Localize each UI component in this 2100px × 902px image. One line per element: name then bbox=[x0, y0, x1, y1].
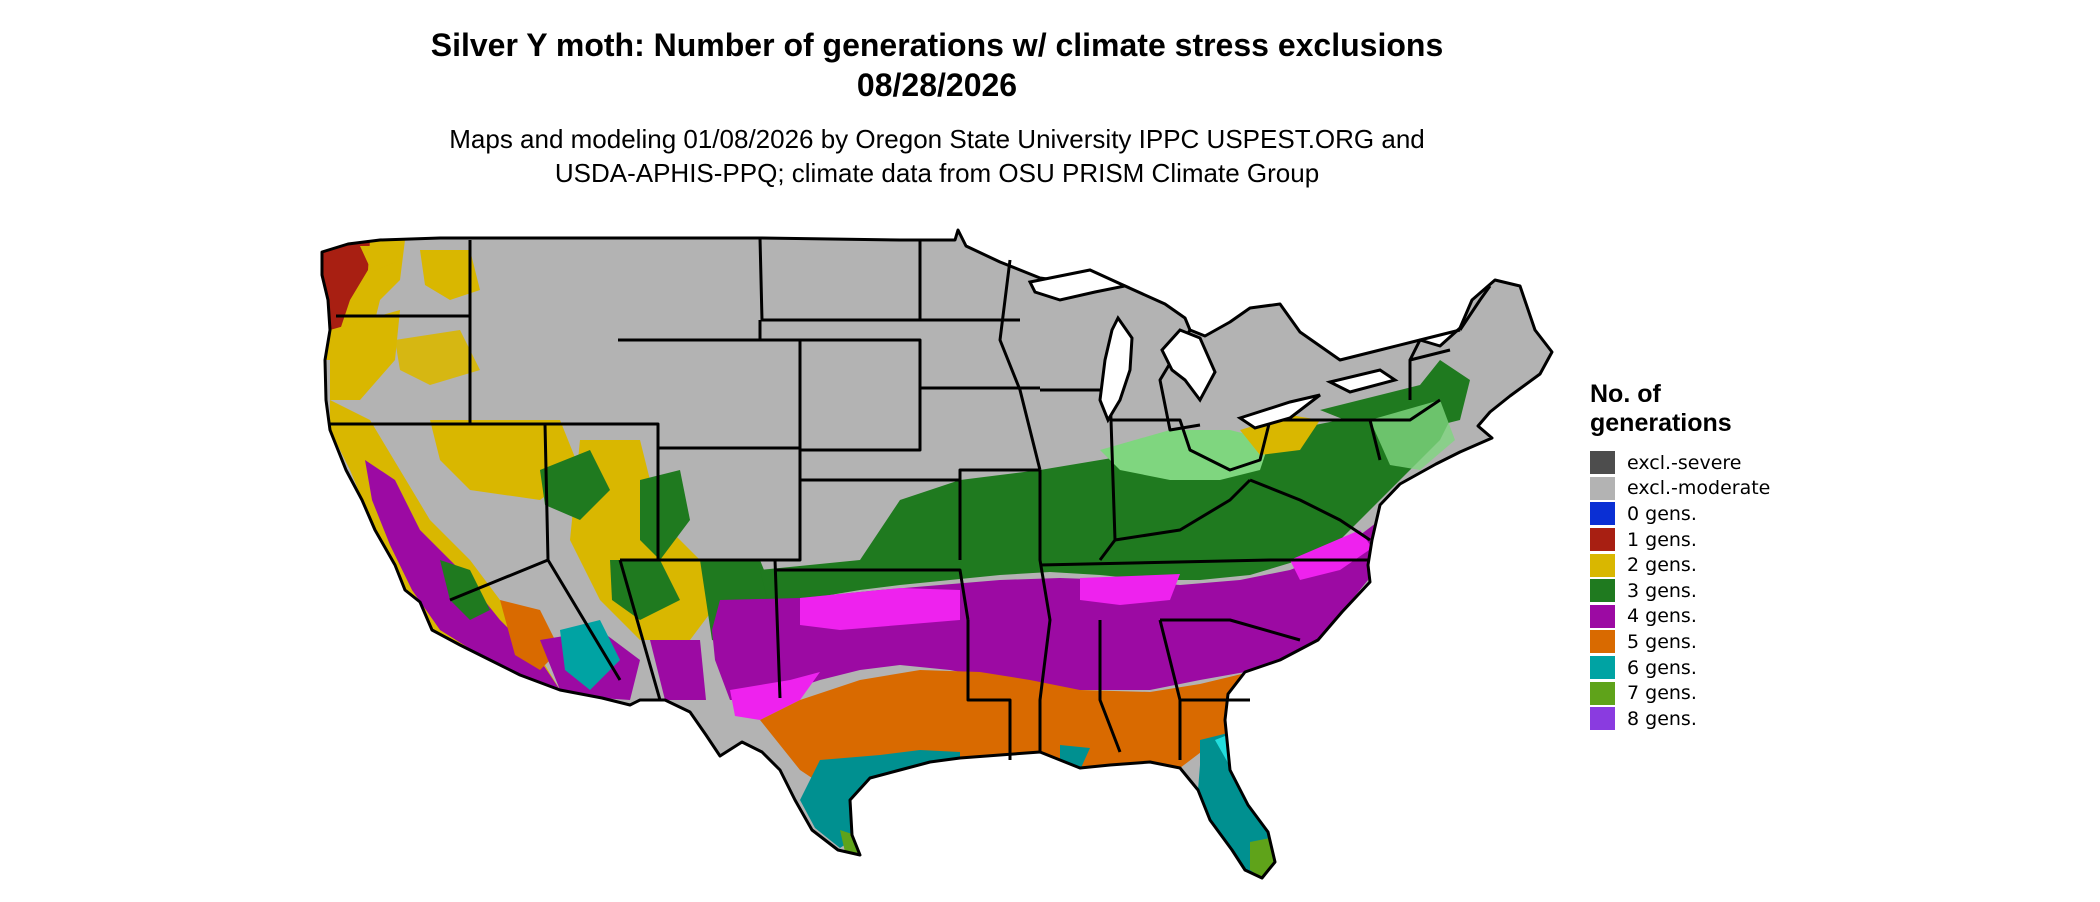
legend-swatch bbox=[1590, 502, 1615, 526]
legend-swatch bbox=[1590, 528, 1615, 552]
legend-label: 0 gens. bbox=[1627, 502, 1697, 525]
map-title: Silver Y moth: Number of generations w/ … bbox=[430, 27, 1444, 63]
legend-swatch bbox=[1590, 681, 1615, 705]
legend-label: 6 gens. bbox=[1627, 656, 1697, 679]
legend-swatch bbox=[1590, 707, 1615, 731]
legend-item: 3 gens. bbox=[1590, 578, 1790, 604]
legend-label: 3 gens. bbox=[1627, 579, 1697, 602]
legend-swatch bbox=[1590, 476, 1615, 500]
legend-item: 4 gens. bbox=[1590, 604, 1790, 630]
legend-item: 6 gens. bbox=[1590, 655, 1790, 681]
legend-swatch bbox=[1590, 579, 1615, 603]
subtitle-line-2: USDA-APHIS-PPQ; climate data from OSU PR… bbox=[554, 158, 1320, 188]
legend-label: 4 gens. bbox=[1627, 605, 1697, 628]
legend-label: excl.-moderate bbox=[1627, 477, 1771, 500]
legend-item: 7 gens. bbox=[1590, 680, 1790, 706]
legend-swatch bbox=[1590, 604, 1615, 628]
legend-swatch bbox=[1590, 451, 1615, 475]
legend-swatch bbox=[1590, 656, 1615, 680]
legend-items: excl.-severe excl.-moderate 0 gens. 1 gens.… bbox=[1590, 450, 1790, 732]
legend-label: 7 gens. bbox=[1627, 682, 1697, 705]
legend-item: 2 gens. bbox=[1590, 552, 1790, 578]
subtitle-line-1: Maps and modeling 01/08/2026 by Oregon S… bbox=[449, 124, 1425, 154]
legend-label: 5 gens. bbox=[1627, 630, 1697, 653]
legend-label: excl.-severe bbox=[1627, 451, 1742, 474]
legend-swatch bbox=[1590, 630, 1615, 654]
legend-item: excl.-moderate bbox=[1590, 476, 1790, 502]
legend-swatch bbox=[1590, 553, 1615, 577]
legend-item: 8 gens. bbox=[1590, 706, 1790, 732]
legend-title: No. of generations bbox=[1590, 380, 1732, 437]
legend-item: 1 gens. bbox=[1590, 527, 1790, 553]
legend-item: excl.-severe bbox=[1590, 450, 1790, 476]
map-date: 08/28/2026 bbox=[856, 67, 1018, 103]
legend-label: 1 gens. bbox=[1627, 528, 1697, 551]
legend-item: 5 gens. bbox=[1590, 629, 1790, 655]
legend-item: 0 gens. bbox=[1590, 501, 1790, 527]
map-legend: No. of generations excl.-severe excl.-mod… bbox=[1590, 380, 1790, 732]
legend-label: 2 gens. bbox=[1627, 554, 1697, 577]
legend-label: 8 gens. bbox=[1627, 707, 1697, 730]
us-generation-map bbox=[320, 228, 1554, 880]
